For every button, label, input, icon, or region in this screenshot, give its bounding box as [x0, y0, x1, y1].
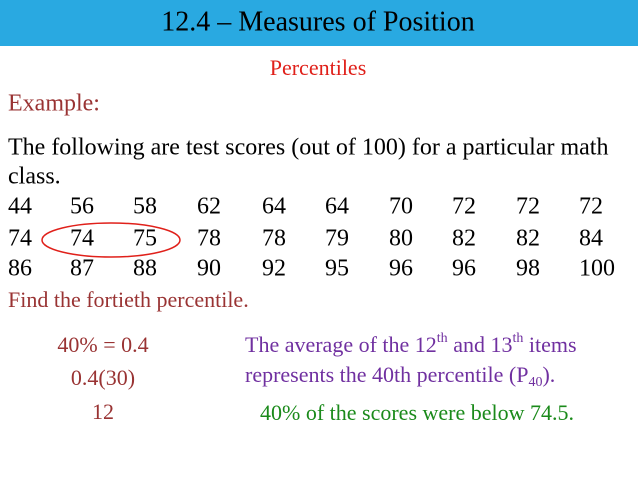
score: 56 [70, 194, 94, 220]
conclusion: 40% of the scores were below 74.5. [260, 400, 574, 425]
step: 0.4(30) [71, 365, 135, 390]
text: ). [542, 362, 555, 387]
score: 86 [8, 256, 32, 282]
subscript: 40 [528, 375, 542, 390]
score: 90 [197, 256, 221, 282]
score: 75 [133, 226, 157, 252]
score: 72 [452, 194, 476, 220]
score: 96 [389, 256, 413, 282]
score: 82 [452, 226, 476, 252]
prompt: Find the fortieth percentile. [8, 287, 249, 312]
score: 70 [389, 194, 413, 220]
score: 62 [197, 194, 221, 220]
score: 72 [516, 194, 540, 220]
text: and 13 [448, 332, 513, 357]
title: 12.4 – Measures of Position [161, 6, 474, 37]
title-bar [0, 0, 638, 46]
score: 96 [452, 256, 476, 282]
score: 88 [133, 256, 157, 282]
score: 74 [8, 226, 32, 252]
score: 78 [262, 226, 286, 252]
highlight-circle [41, 222, 181, 258]
score: 80 [389, 226, 413, 252]
score: 84 [579, 226, 603, 252]
superscript: th [437, 331, 448, 346]
score: 44 [8, 194, 32, 220]
score: 64 [325, 194, 349, 220]
text: items [523, 332, 576, 357]
superscript: th [512, 331, 523, 346]
text: represents the 40th percentile (P [245, 362, 528, 387]
score: 87 [70, 256, 94, 282]
score: 82 [516, 226, 540, 252]
score: 92 [262, 256, 286, 282]
explanation-line: The average of the 12th and 13th items [245, 331, 577, 357]
score: 72 [579, 194, 603, 220]
explanation-line: represents the 40th percentile (P40). [245, 362, 555, 390]
score: 78 [197, 226, 221, 252]
score: 74 [70, 226, 94, 252]
score-table: 44 56 58 62 64 64 70 72 72 72 74 74 75 78 78 79 80 82 82 84… [8, 194, 615, 282]
score: 58 [133, 194, 157, 220]
score: 95 [325, 256, 349, 282]
score: 64 [262, 194, 286, 220]
step: 12 [92, 399, 114, 424]
subtitle: Percentiles [270, 55, 367, 80]
score: 100 [579, 256, 615, 282]
score: 98 [516, 256, 540, 282]
score: 79 [325, 226, 349, 252]
step: 40% = 0.4 [57, 332, 148, 357]
intro-line: The following are test scores (out of 10… [8, 135, 608, 161]
intro-line: class. [8, 164, 61, 190]
example-label: Example: [8, 91, 100, 117]
text: The average of the 12 [245, 332, 437, 357]
